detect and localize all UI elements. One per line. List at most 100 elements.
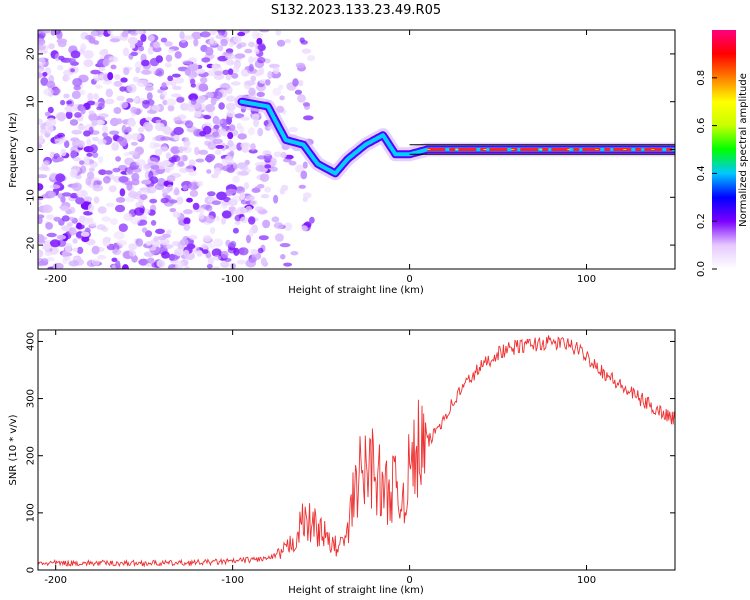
noise-speck [240, 216, 249, 223]
noise-speck [161, 90, 168, 97]
noise-speck [105, 202, 115, 207]
noise-speck [102, 238, 111, 247]
noise-speck [295, 62, 306, 69]
noise-speck [210, 227, 216, 235]
noise-speck [38, 143, 43, 149]
noise-speck [213, 238, 224, 247]
noise-speck [215, 144, 225, 149]
noise-speck [65, 105, 73, 113]
noise-speck [220, 217, 227, 225]
noise-speck [194, 109, 202, 118]
noise-speck [188, 234, 198, 240]
colorbar: 0.0 0.2 0.4 0.6 0.8 Normalized spectral ampl… [696, 30, 749, 277]
noise-speck [119, 188, 126, 197]
noise-speck [63, 93, 70, 99]
noise-speck [135, 30, 144, 34]
y-tick-label: 300 [26, 389, 37, 408]
x-tick-label: -200 [44, 575, 67, 586]
noise-speck [96, 224, 106, 230]
noise-speck [153, 142, 162, 148]
noise-speck [42, 71, 48, 77]
noise-speck [72, 78, 83, 87]
noise-speck [239, 163, 249, 172]
noise-speck [198, 149, 209, 155]
noise-speck [283, 262, 292, 267]
noise-speck [131, 178, 140, 186]
noise-speck [256, 91, 265, 98]
noise-speck [174, 51, 182, 59]
noise-speck [230, 81, 241, 86]
noise-speck [38, 68, 42, 73]
heatmap-y-ticks: -20 -10 0 10 20 [26, 48, 675, 253]
noise-speck [228, 199, 235, 205]
noise-speck [195, 158, 205, 163]
noise-speck [60, 99, 66, 106]
noise-speck [89, 144, 98, 154]
noise-speck [71, 182, 82, 192]
noise-speck [161, 82, 167, 88]
heatmap-y-label: Frequency (Hz) [8, 112, 19, 188]
noise-speck [183, 217, 191, 225]
noise-speck [225, 73, 232, 81]
noise-speck [217, 128, 227, 134]
noise-speck [87, 171, 95, 180]
noise-speck [166, 98, 177, 107]
noise-speck [98, 156, 104, 164]
heatmap-noise [38, 30, 316, 269]
noise-speck [80, 105, 86, 115]
noise-speck [65, 111, 73, 119]
noise-speck [195, 68, 206, 74]
noise-speck [130, 51, 138, 57]
noise-speck [292, 78, 299, 87]
noise-speck [177, 146, 188, 152]
snr-x-ticks: -200 -100 0 100 [44, 330, 596, 586]
noise-speck [271, 216, 280, 223]
noise-speck [60, 196, 66, 203]
noise-speck [173, 126, 184, 136]
noise-speck [40, 128, 46, 136]
noise-speck [103, 176, 111, 184]
figure-title: S132.2023.133.23.49.R05 [271, 3, 441, 18]
noise-speck [88, 167, 95, 172]
noise-speck [88, 110, 96, 115]
noise-speck [115, 156, 121, 162]
noise-speck [250, 75, 257, 82]
noise-speck [258, 235, 269, 241]
noise-speck [229, 150, 235, 157]
noise-speck [57, 64, 64, 71]
noise-speck [71, 129, 82, 135]
noise-speck [69, 192, 79, 199]
noise-speck [146, 186, 157, 194]
noise-speck [281, 184, 289, 191]
colorbar-label: Normalized spectral amplitude [738, 73, 749, 227]
noise-speck [225, 95, 236, 102]
noise-speck [147, 46, 154, 55]
noise-speck [49, 239, 61, 248]
noise-speck [201, 249, 209, 254]
noise-speck [214, 70, 223, 76]
y-tick-label: 0 [26, 146, 37, 152]
noise-speck [173, 134, 180, 141]
noise-speck [227, 140, 234, 147]
noise-speck [86, 217, 94, 223]
noise-speck [38, 174, 48, 179]
noise-speck [135, 159, 146, 167]
noise-speck [239, 125, 245, 134]
noise-speck [257, 247, 264, 254]
noise-speck [262, 219, 271, 229]
y-tick-label: 400 [26, 332, 37, 351]
noise-speck [284, 39, 291, 44]
noise-speck [119, 86, 127, 92]
noise-speck [166, 229, 172, 235]
noise-speck [126, 98, 134, 103]
noise-speck [88, 37, 96, 44]
noise-speck [260, 257, 267, 266]
noise-speck [45, 214, 55, 221]
noise-speck [42, 204, 53, 214]
noise-speck [273, 151, 283, 158]
noise-speck [162, 188, 171, 194]
noise-speck [168, 157, 177, 163]
noise-speck [45, 111, 51, 117]
noise-speck [149, 198, 158, 204]
